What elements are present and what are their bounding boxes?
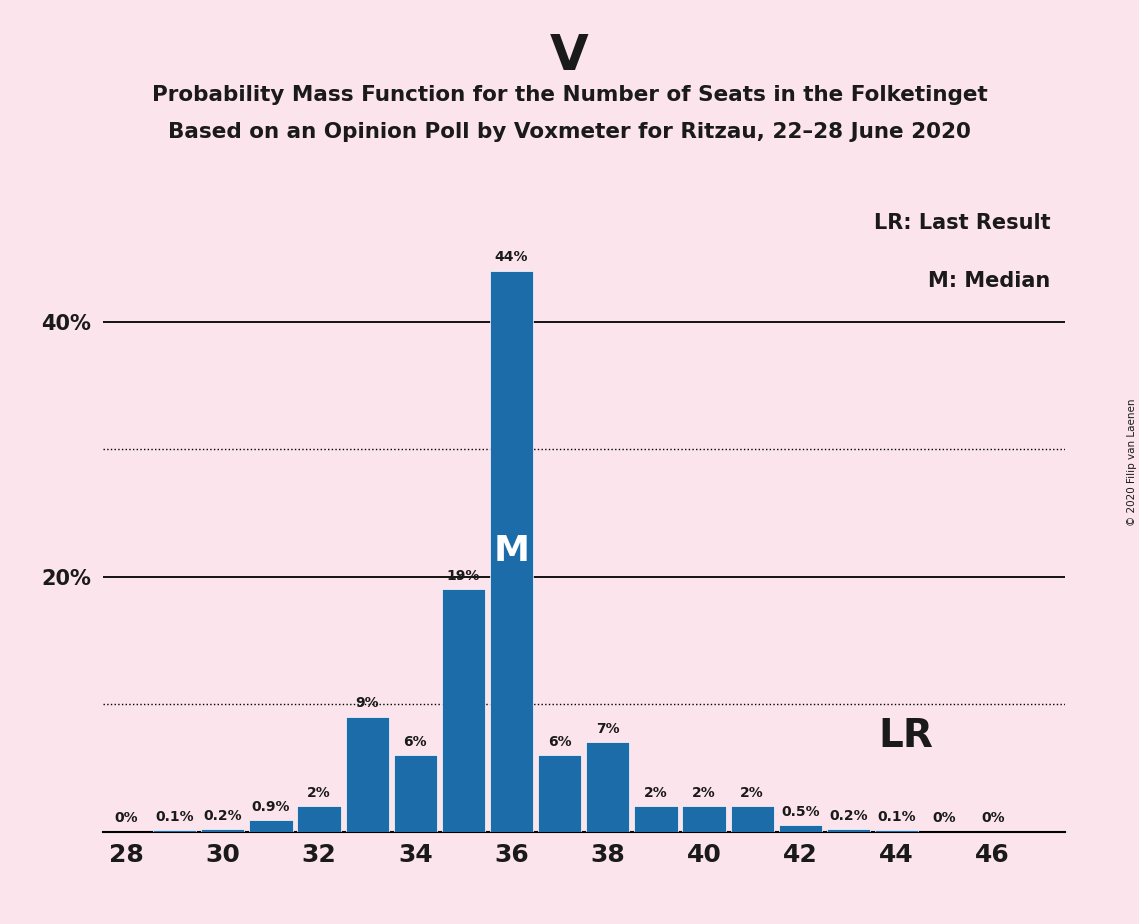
Text: 0.1%: 0.1%: [877, 810, 916, 824]
Bar: [730, 806, 773, 832]
Bar: [490, 271, 533, 832]
Text: 0%: 0%: [981, 811, 1005, 825]
Text: 2%: 2%: [693, 785, 716, 800]
Bar: [827, 829, 870, 832]
Text: LR: LR: [878, 717, 934, 755]
Text: Probability Mass Function for the Number of Seats in the Folketinget: Probability Mass Function for the Number…: [151, 85, 988, 105]
Text: 0%: 0%: [933, 811, 957, 825]
Bar: [297, 806, 341, 832]
Bar: [538, 755, 581, 832]
Text: 0.9%: 0.9%: [252, 800, 290, 814]
Bar: [202, 829, 245, 832]
Text: 19%: 19%: [446, 569, 481, 583]
Text: Based on an Opinion Poll by Voxmeter for Ritzau, 22–28 June 2020: Based on an Opinion Poll by Voxmeter for…: [169, 122, 970, 142]
Text: © 2020 Filip van Laenen: © 2020 Filip van Laenen: [1126, 398, 1137, 526]
Bar: [394, 755, 437, 832]
Text: M: M: [493, 534, 530, 568]
Text: 0.2%: 0.2%: [829, 808, 868, 822]
Text: 2%: 2%: [308, 785, 331, 800]
Text: 44%: 44%: [494, 250, 528, 264]
Text: V: V: [550, 32, 589, 80]
Bar: [682, 806, 726, 832]
Text: 2%: 2%: [644, 785, 667, 800]
Text: M: Median: M: Median: [928, 271, 1050, 290]
Bar: [634, 806, 678, 832]
Text: 2%: 2%: [740, 785, 764, 800]
Text: LR: Last Result: LR: Last Result: [874, 213, 1050, 233]
Bar: [779, 825, 822, 832]
Text: 0.5%: 0.5%: [781, 805, 820, 819]
Bar: [875, 831, 918, 832]
Text: 7%: 7%: [596, 722, 620, 736]
Text: 6%: 6%: [403, 735, 427, 748]
Text: 0.1%: 0.1%: [155, 810, 194, 824]
Bar: [345, 717, 388, 832]
Bar: [153, 831, 196, 832]
Bar: [249, 821, 293, 832]
Text: 0.2%: 0.2%: [204, 808, 243, 822]
Text: 6%: 6%: [548, 735, 572, 748]
Text: 9%: 9%: [355, 697, 379, 711]
Text: 0%: 0%: [115, 811, 138, 825]
Bar: [442, 590, 485, 832]
Bar: [587, 742, 630, 832]
